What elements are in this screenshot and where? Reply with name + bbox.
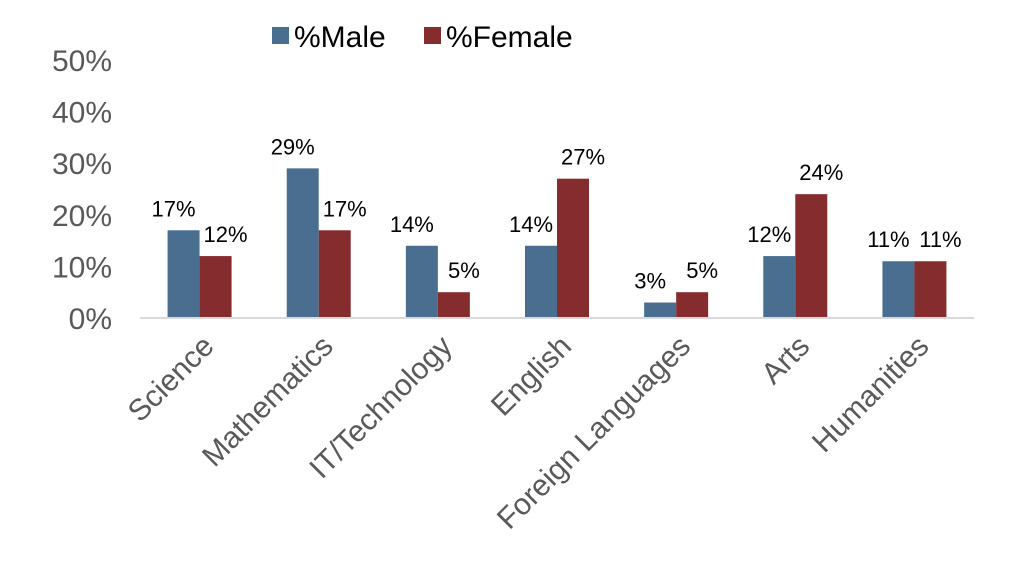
- y-tick-label: 30%: [52, 148, 112, 181]
- bar-female: [199, 256, 232, 318]
- bar-female: [914, 261, 947, 318]
- x-tick-label: Science: [122, 330, 221, 429]
- data-label: 11%: [867, 227, 909, 252]
- chart-legend: %Male %Female: [272, 21, 573, 54]
- x-tick-label: Foreign Languages: [491, 330, 697, 536]
- y-tick-label: 0%: [69, 303, 112, 336]
- y-tick-label: 10%: [52, 251, 112, 284]
- data-label: 12%: [747, 222, 791, 247]
- data-label: 11%: [919, 227, 961, 252]
- x-tick-label: Arts: [755, 330, 816, 391]
- bar-female: [557, 178, 589, 318]
- data-label: 29%: [271, 134, 315, 159]
- bar-male: [525, 245, 557, 318]
- x-tick-label: English: [485, 330, 578, 423]
- data-label: 27%: [561, 145, 605, 170]
- data-label: 24%: [799, 160, 843, 185]
- data-label: 5%: [448, 258, 480, 283]
- bar-female: [318, 230, 351, 318]
- bar-male: [167, 230, 200, 318]
- y-axis: 0% 10% 20% 30% 40% 50%: [52, 45, 112, 336]
- data-label: 14%: [509, 212, 553, 237]
- legend-label: %Female: [446, 21, 573, 54]
- y-tick-label: 20%: [52, 200, 112, 233]
- data-label: 14%: [390, 212, 434, 237]
- bar-male: [405, 245, 438, 318]
- legend-swatch: [272, 27, 289, 44]
- bar-male: [286, 168, 319, 318]
- data-label: 17%: [323, 196, 367, 221]
- bar-male: [644, 302, 677, 318]
- data-label: 3%: [634, 269, 666, 294]
- data-labels: 17% 12% 29% 17% 14% 5% 14% 27% 3% 5% 12% 24% 11% 11%: [152, 134, 962, 293]
- legend-label: %Male: [294, 21, 386, 54]
- bars: [167, 168, 947, 318]
- bar-female: [676, 292, 709, 318]
- y-tick-label: 50%: [52, 45, 112, 78]
- data-label: 5%: [686, 258, 718, 283]
- bar-male: [882, 261, 915, 318]
- bar-male: [763, 256, 796, 318]
- x-tick-label: Humanities: [806, 330, 935, 459]
- legend-swatch: [424, 27, 441, 44]
- data-label: 12%: [204, 222, 248, 247]
- y-tick-label: 40%: [52, 97, 112, 130]
- bar-female: [437, 292, 470, 318]
- data-label: 17%: [152, 196, 196, 221]
- bar-female: [795, 194, 828, 318]
